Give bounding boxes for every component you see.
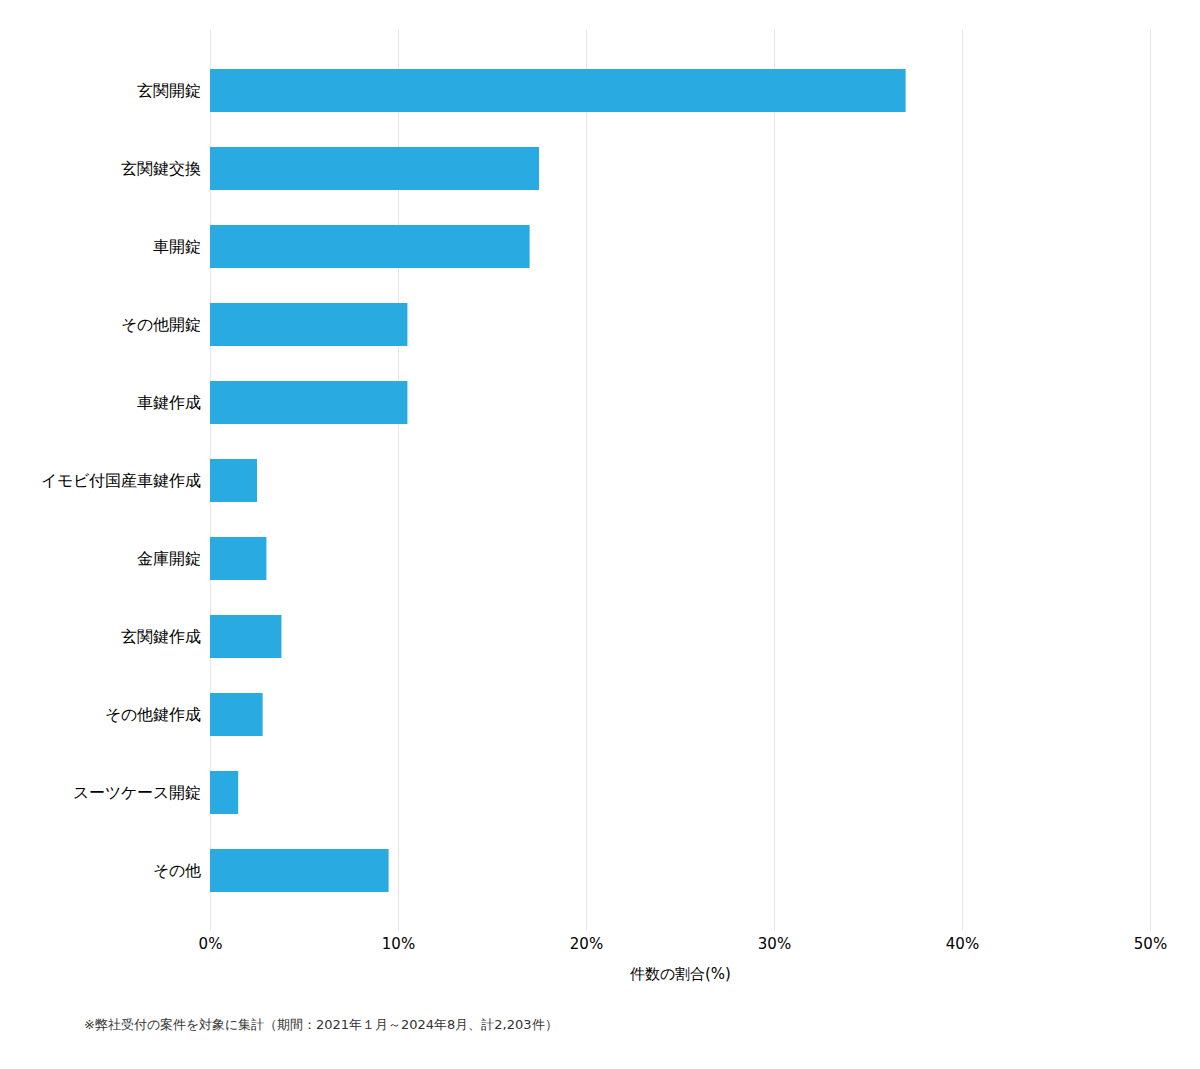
- svg-text:20%: 20%: [570, 935, 603, 953]
- svg-text:50%: 50%: [1134, 935, 1167, 953]
- svg-text:10%: 10%: [382, 935, 415, 953]
- svg-text:件数の割合(%): 件数の割合(%): [630, 965, 731, 983]
- svg-text:その他開錠: その他開錠: [121, 315, 201, 334]
- svg-text:車鍵作成: 車鍵作成: [137, 393, 201, 412]
- svg-text:玄関鍵作成: 玄関鍵作成: [121, 627, 201, 646]
- svg-text:金庫開錠: 金庫開錠: [137, 549, 201, 568]
- svg-text:スーツケース開錠: スーツケース開錠: [73, 783, 201, 802]
- svg-text:玄関開錠: 玄関開錠: [137, 81, 201, 100]
- svg-text:30%: 30%: [758, 935, 791, 953]
- svg-text:車開錠: 車開錠: [153, 237, 201, 256]
- svg-text:その他: その他: [153, 861, 201, 880]
- svg-text:玄関鍵交換: 玄関鍵交換: [121, 159, 201, 178]
- svg-text:0%: 0%: [199, 935, 223, 953]
- svg-text:40%: 40%: [946, 935, 979, 953]
- html-text:※弊社受付の案件を対象に集計（期間：2021年１月～2024: ※弊社受付の案件を対象に集計（期間：2021年１月～2024年8月、計2,203…: [84, 1017, 558, 1032]
- svg-text:イモビ付国産車鍵作成: イモビ付国産車鍵作成: [41, 471, 201, 490]
- svg-text:その他鍵作成: その他鍵作成: [105, 705, 201, 724]
